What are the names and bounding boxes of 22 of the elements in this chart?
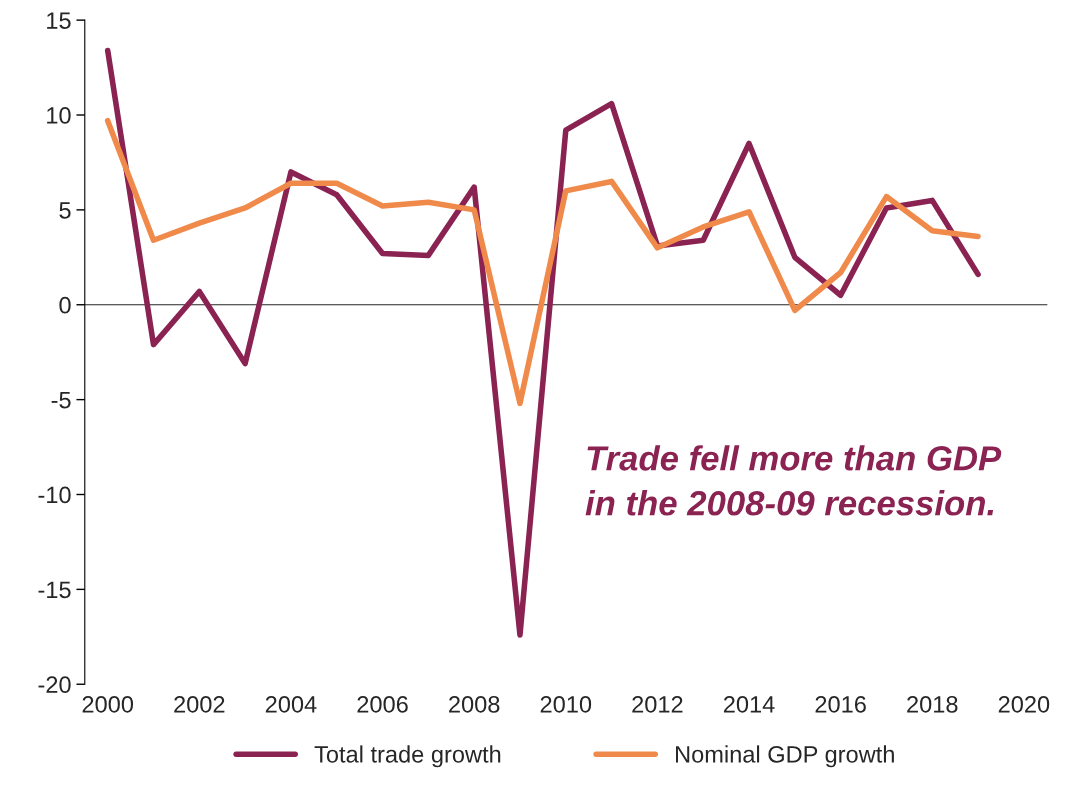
y-tick-label: -10 bbox=[38, 486, 71, 504]
legend-label: Total trade growth bbox=[314, 745, 501, 768]
x-tick-label: 2016 bbox=[815, 695, 866, 713]
y-tick-label: -15 bbox=[38, 581, 71, 599]
y-tick-label: 5 bbox=[59, 202, 71, 219]
x-tick-label: 2010 bbox=[540, 695, 592, 713]
y-tick-label: 10 bbox=[47, 107, 71, 124]
x-tick-label: 2012 bbox=[632, 695, 683, 713]
legend-label: Nominal GDP growth bbox=[676, 745, 894, 768]
annotation: Trade fell more than GDP in the 2008-09 recession. bbox=[585, 445, 1002, 516]
x-tick-label: 2008 bbox=[449, 695, 500, 713]
x-tick-label: 2006 bbox=[357, 695, 408, 713]
x-tick-label: 2000 bbox=[82, 695, 134, 713]
y-tick-label: 0 bbox=[59, 296, 71, 314]
y-tick-label: -5 bbox=[51, 391, 71, 409]
y-tick-label: -20 bbox=[38, 676, 71, 694]
x-tick-label: 2020 bbox=[998, 695, 1050, 713]
x-tick-label: 2002 bbox=[174, 695, 225, 713]
x-tick-label: 2014 bbox=[723, 695, 775, 713]
x-tick-label: 2018 bbox=[907, 695, 958, 713]
x-tick-label: 2004 bbox=[265, 695, 317, 713]
y-tick-label: 15 bbox=[47, 12, 71, 29]
